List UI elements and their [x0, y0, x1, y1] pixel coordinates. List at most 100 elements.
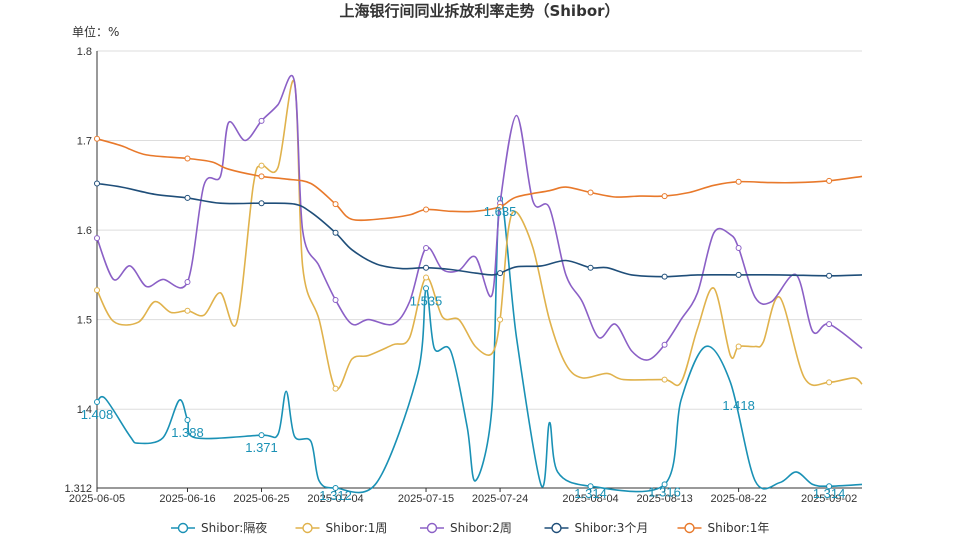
x-tick-label: 2025-08-22: [710, 493, 766, 505]
series-point: [735, 343, 742, 350]
legend-label: Shibor:隔夜: [201, 520, 267, 535]
series-point: [826, 379, 833, 386]
legend-item[interactable]: Shibor:3个月: [544, 521, 649, 535]
series-point: [497, 316, 504, 323]
series-point: [94, 180, 100, 187]
series-line: [96, 197, 863, 494]
legend-circle-icon: [684, 522, 695, 534]
series-point: [735, 271, 742, 278]
y-tick-label: 1.5: [77, 315, 92, 327]
series-point: [258, 432, 265, 439]
series-point: [423, 264, 430, 271]
series-line: [96, 79, 863, 391]
series-point: [332, 229, 339, 236]
series-point: [258, 200, 265, 207]
data-label: 1.418: [722, 398, 755, 413]
axes: 1.312 1.4 1.5 1.6 1.7 1.8 2025-06-05 2025-06-16…: [64, 46, 862, 505]
series-point: [94, 135, 100, 142]
series-point: [423, 206, 430, 213]
series-group: [94, 195, 863, 494]
series-point: [826, 483, 833, 490]
y-tick-label: 1.8: [77, 46, 92, 58]
series-line: [96, 74, 863, 361]
series-group: [94, 135, 863, 222]
series-lines: [94, 74, 863, 494]
legend-item[interactable]: Shibor:隔夜: [171, 520, 267, 535]
legend[interactable]: Shibor:隔夜 Shibor:1周 Shibor:2周 Shibor:3个月 Shi…: [171, 520, 769, 535]
series-point: [184, 416, 191, 423]
legend-circle-icon: [551, 522, 562, 534]
x-tick-label: 2025-06-25: [233, 493, 289, 505]
series-group: [94, 79, 863, 392]
series-point: [661, 481, 668, 488]
series-point: [661, 341, 668, 348]
x-tick-label: 2025-07-04: [307, 493, 363, 505]
series-group: [94, 74, 863, 361]
y-tick-label: 1.6: [77, 225, 92, 237]
y-tick-label: 1.4: [77, 404, 92, 416]
series-point: [94, 235, 100, 242]
legend-circle-icon: [426, 522, 438, 534]
x-tick-label: 2025-09-02: [801, 493, 857, 505]
legend-circle-icon: [177, 522, 189, 534]
chart-title: 上海银行间同业拆放利率走势（Shibor）: [339, 2, 619, 20]
legend-circle-icon: [302, 522, 313, 534]
legend-item[interactable]: Shibor:1年: [677, 521, 770, 535]
series-point: [587, 189, 594, 196]
series-point: [258, 162, 265, 169]
data-label: 1.635: [484, 204, 517, 219]
data-label: 1.371: [245, 440, 278, 455]
series-point: [735, 178, 742, 185]
series-point: [423, 245, 430, 252]
series-point: [423, 274, 430, 281]
series-point: [661, 273, 668, 280]
series-point: [587, 264, 594, 271]
series-point: [332, 201, 339, 208]
series-group: [94, 180, 863, 280]
x-tick-label: 2025-08-13: [636, 493, 692, 505]
series-line: [96, 138, 863, 222]
series-point: [332, 296, 339, 303]
legend-label: Shibor:2周: [450, 521, 512, 535]
data-labels: 1.408 1.388 1.371 1.312 1.535 1.635 1.314 1.316…: [81, 204, 846, 503]
grid-lines: [97, 50, 862, 489]
x-tick-label: 2025-07-24: [472, 493, 528, 505]
series-point: [332, 385, 339, 392]
series-point: [587, 483, 594, 490]
series-point: [826, 321, 833, 328]
data-label: 1.314: [574, 486, 607, 501]
series-point: [735, 245, 742, 252]
x-tick-label: 2025-06-16: [159, 493, 215, 505]
data-label: 1.388: [171, 425, 204, 440]
x-tick-label: 2025-07-15: [398, 493, 454, 505]
unit-label: 单位：%: [72, 24, 119, 39]
series-point: [94, 287, 100, 294]
series-point: [258, 173, 265, 180]
series-point: [184, 307, 191, 314]
series-point: [661, 193, 668, 200]
legend-label: Shibor:1年: [708, 521, 770, 535]
legend-item[interactable]: Shibor:2周: [420, 521, 512, 535]
data-label: 1.535: [410, 293, 443, 308]
legend-label: Shibor:1周: [326, 521, 388, 535]
y-tick-label: 1.7: [77, 136, 92, 148]
data-label: 1.314: [813, 486, 846, 501]
data-label: 1.316: [648, 484, 681, 499]
series-point: [497, 270, 504, 277]
series-point: [497, 203, 504, 210]
series-point: [332, 485, 339, 491]
x-tick-label: 2025-08-04: [562, 493, 618, 505]
series-point: [826, 272, 833, 279]
series-point: [826, 177, 833, 184]
series-point: [258, 117, 265, 124]
legend-item[interactable]: Shibor:1周: [295, 521, 388, 535]
data-label: 1.312: [319, 488, 352, 503]
series-point: [184, 155, 191, 162]
series-point: [184, 279, 191, 286]
series-point: [423, 285, 430, 292]
series-line: [96, 182, 863, 278]
x-tick-label: 2025-06-05: [69, 493, 125, 505]
data-label: 1.408: [81, 407, 114, 422]
